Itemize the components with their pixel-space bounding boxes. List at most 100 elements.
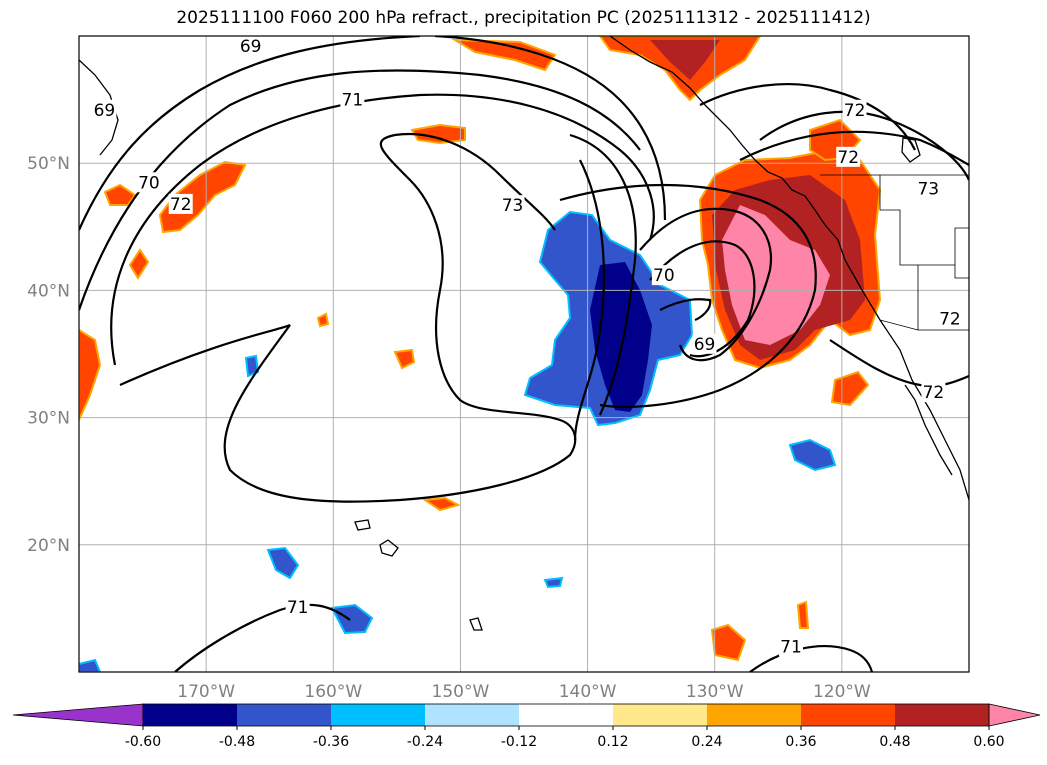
- colorbar-segment: [801, 704, 895, 726]
- positive-area-north: [451, 38, 557, 72]
- contour-line: [569, 133, 637, 416]
- contour-label-bg: [136, 172, 161, 193]
- colorbar-tick-label: 0.24: [691, 734, 722, 750]
- contour-line: [749, 645, 874, 672]
- colorbar-segment: [519, 704, 613, 726]
- contour-line: [639, 207, 773, 362]
- contour-label-bg: [836, 146, 861, 167]
- colorbar-segment: [331, 704, 425, 726]
- colorbar-segment: [143, 704, 237, 726]
- chart-title: 2025111100 F060 200 hPa refract., precip…: [176, 8, 871, 28]
- positive-area-california-core: [722, 205, 830, 345]
- colorbar-frame: [142, 703, 990, 727]
- positive-area-west-2: [79, 328, 102, 421]
- contour-label-bg: [921, 382, 946, 403]
- contour-label: 72: [844, 101, 866, 121]
- contour-line: [739, 130, 969, 166]
- contour-label: 69: [94, 101, 116, 121]
- contour-label: 73: [502, 196, 524, 216]
- contour-line: [110, 93, 655, 366]
- colorbar-tick-label: 0.12: [597, 734, 628, 750]
- coastline-island: [354, 519, 371, 531]
- positive-area-west-4: [128, 248, 150, 280]
- contour-label-bg: [779, 636, 803, 657]
- contour-label: 71: [780, 638, 802, 658]
- plot-frame: [78, 35, 970, 673]
- contour-label: 72: [837, 148, 859, 168]
- positive-patch: [710, 623, 747, 662]
- y-tick-label: 30°N: [27, 409, 70, 429]
- x-tick-label: 140°W: [559, 682, 617, 702]
- x-tick-label: 160°W: [304, 682, 362, 702]
- colorbar-segment: [613, 704, 707, 726]
- colorbar-segment: [425, 704, 519, 726]
- contour-label: 72: [170, 195, 192, 215]
- contour-label-bg: [916, 178, 941, 199]
- y-tick-label: 50°N: [27, 154, 70, 174]
- contour-line: [174, 603, 351, 672]
- contour-label: 69: [694, 335, 716, 355]
- negative-area-central-core: [590, 262, 652, 412]
- contour-label-bg: [168, 193, 193, 214]
- y-tick-label: 20°N: [27, 536, 70, 556]
- coastline-island: [901, 137, 921, 163]
- colorbar-segment: [237, 704, 331, 726]
- contour-label-bg: [238, 36, 263, 57]
- negative-area-east: [788, 438, 837, 472]
- contour-line: [573, 159, 606, 441]
- colorbar-tick-label: 0.60: [973, 734, 1004, 750]
- border-state: [954, 227, 969, 279]
- contour-line: [829, 339, 969, 387]
- colorbar-tick-label: -0.48: [219, 734, 255, 750]
- contour-label-bg: [651, 265, 676, 286]
- coastline-island: [469, 617, 483, 631]
- contour-line: [659, 298, 712, 322]
- contour-label-bg: [285, 597, 310, 618]
- negative-patch: [79, 658, 102, 672]
- precipitation-shading: [79, 36, 882, 672]
- contour-line: [699, 83, 916, 151]
- negative-patch: [543, 576, 564, 589]
- coastline-north-america: [837, 239, 969, 501]
- contour-label-bg: [500, 195, 525, 216]
- contour-line: [79, 36, 421, 231]
- positive-area-west-1: [158, 160, 247, 234]
- x-tick-label: 120°W: [813, 682, 871, 702]
- negative-patch: [244, 354, 260, 378]
- colorbar: -0.60 -0.48 -0.36 -0.24 -0.12 0.12 0.24 0.36 0.4…: [12, 703, 1041, 750]
- contour-line: [759, 110, 969, 181]
- colorbar-segment: [895, 704, 989, 726]
- colorbar-tick-label: -0.24: [407, 734, 443, 750]
- colorbar-extend-max: [988, 703, 1041, 727]
- contour-line: [559, 183, 817, 408]
- negative-patch: [266, 546, 300, 580]
- border-mexico: [879, 319, 919, 331]
- contour-line: [79, 69, 641, 311]
- colorbar-tick-label: -0.12: [501, 734, 537, 750]
- negative-patch: [330, 603, 374, 635]
- positive-area-alaska-inner: [650, 40, 720, 80]
- political-borders: [820, 174, 969, 331]
- contour-label: 71: [342, 91, 364, 111]
- positive-area-top-mid: [410, 123, 466, 145]
- coastline-island: [379, 539, 399, 557]
- contour-label-bg: [937, 308, 962, 329]
- positive-patch: [422, 496, 461, 512]
- contour-label-bg: [692, 333, 717, 354]
- contour-label: 70: [653, 266, 675, 286]
- colorbar-tick-label: 0.36: [785, 734, 816, 750]
- contour-label-bg: [340, 89, 365, 110]
- contour-label-bg: [842, 99, 867, 120]
- colorbar-tick-label: 0.48: [879, 734, 910, 750]
- coastline-alaska: [609, 36, 839, 241]
- contour-label: 72: [923, 383, 945, 403]
- positive-patch: [316, 312, 330, 328]
- contour-labels: 69 71 69 70 72 73 70 69 72 72 73 72 72 71 71: [92, 36, 962, 658]
- colorbar-tick-label: -0.60: [125, 734, 161, 750]
- contour-line: [434, 36, 667, 221]
- x-tick-label: 150°W: [432, 682, 490, 702]
- positive-patch: [393, 348, 416, 370]
- x-tick-labels: 170°W 160°W 150°W 140°W 130°W 120°W: [177, 682, 871, 702]
- contour-line: [119, 133, 577, 503]
